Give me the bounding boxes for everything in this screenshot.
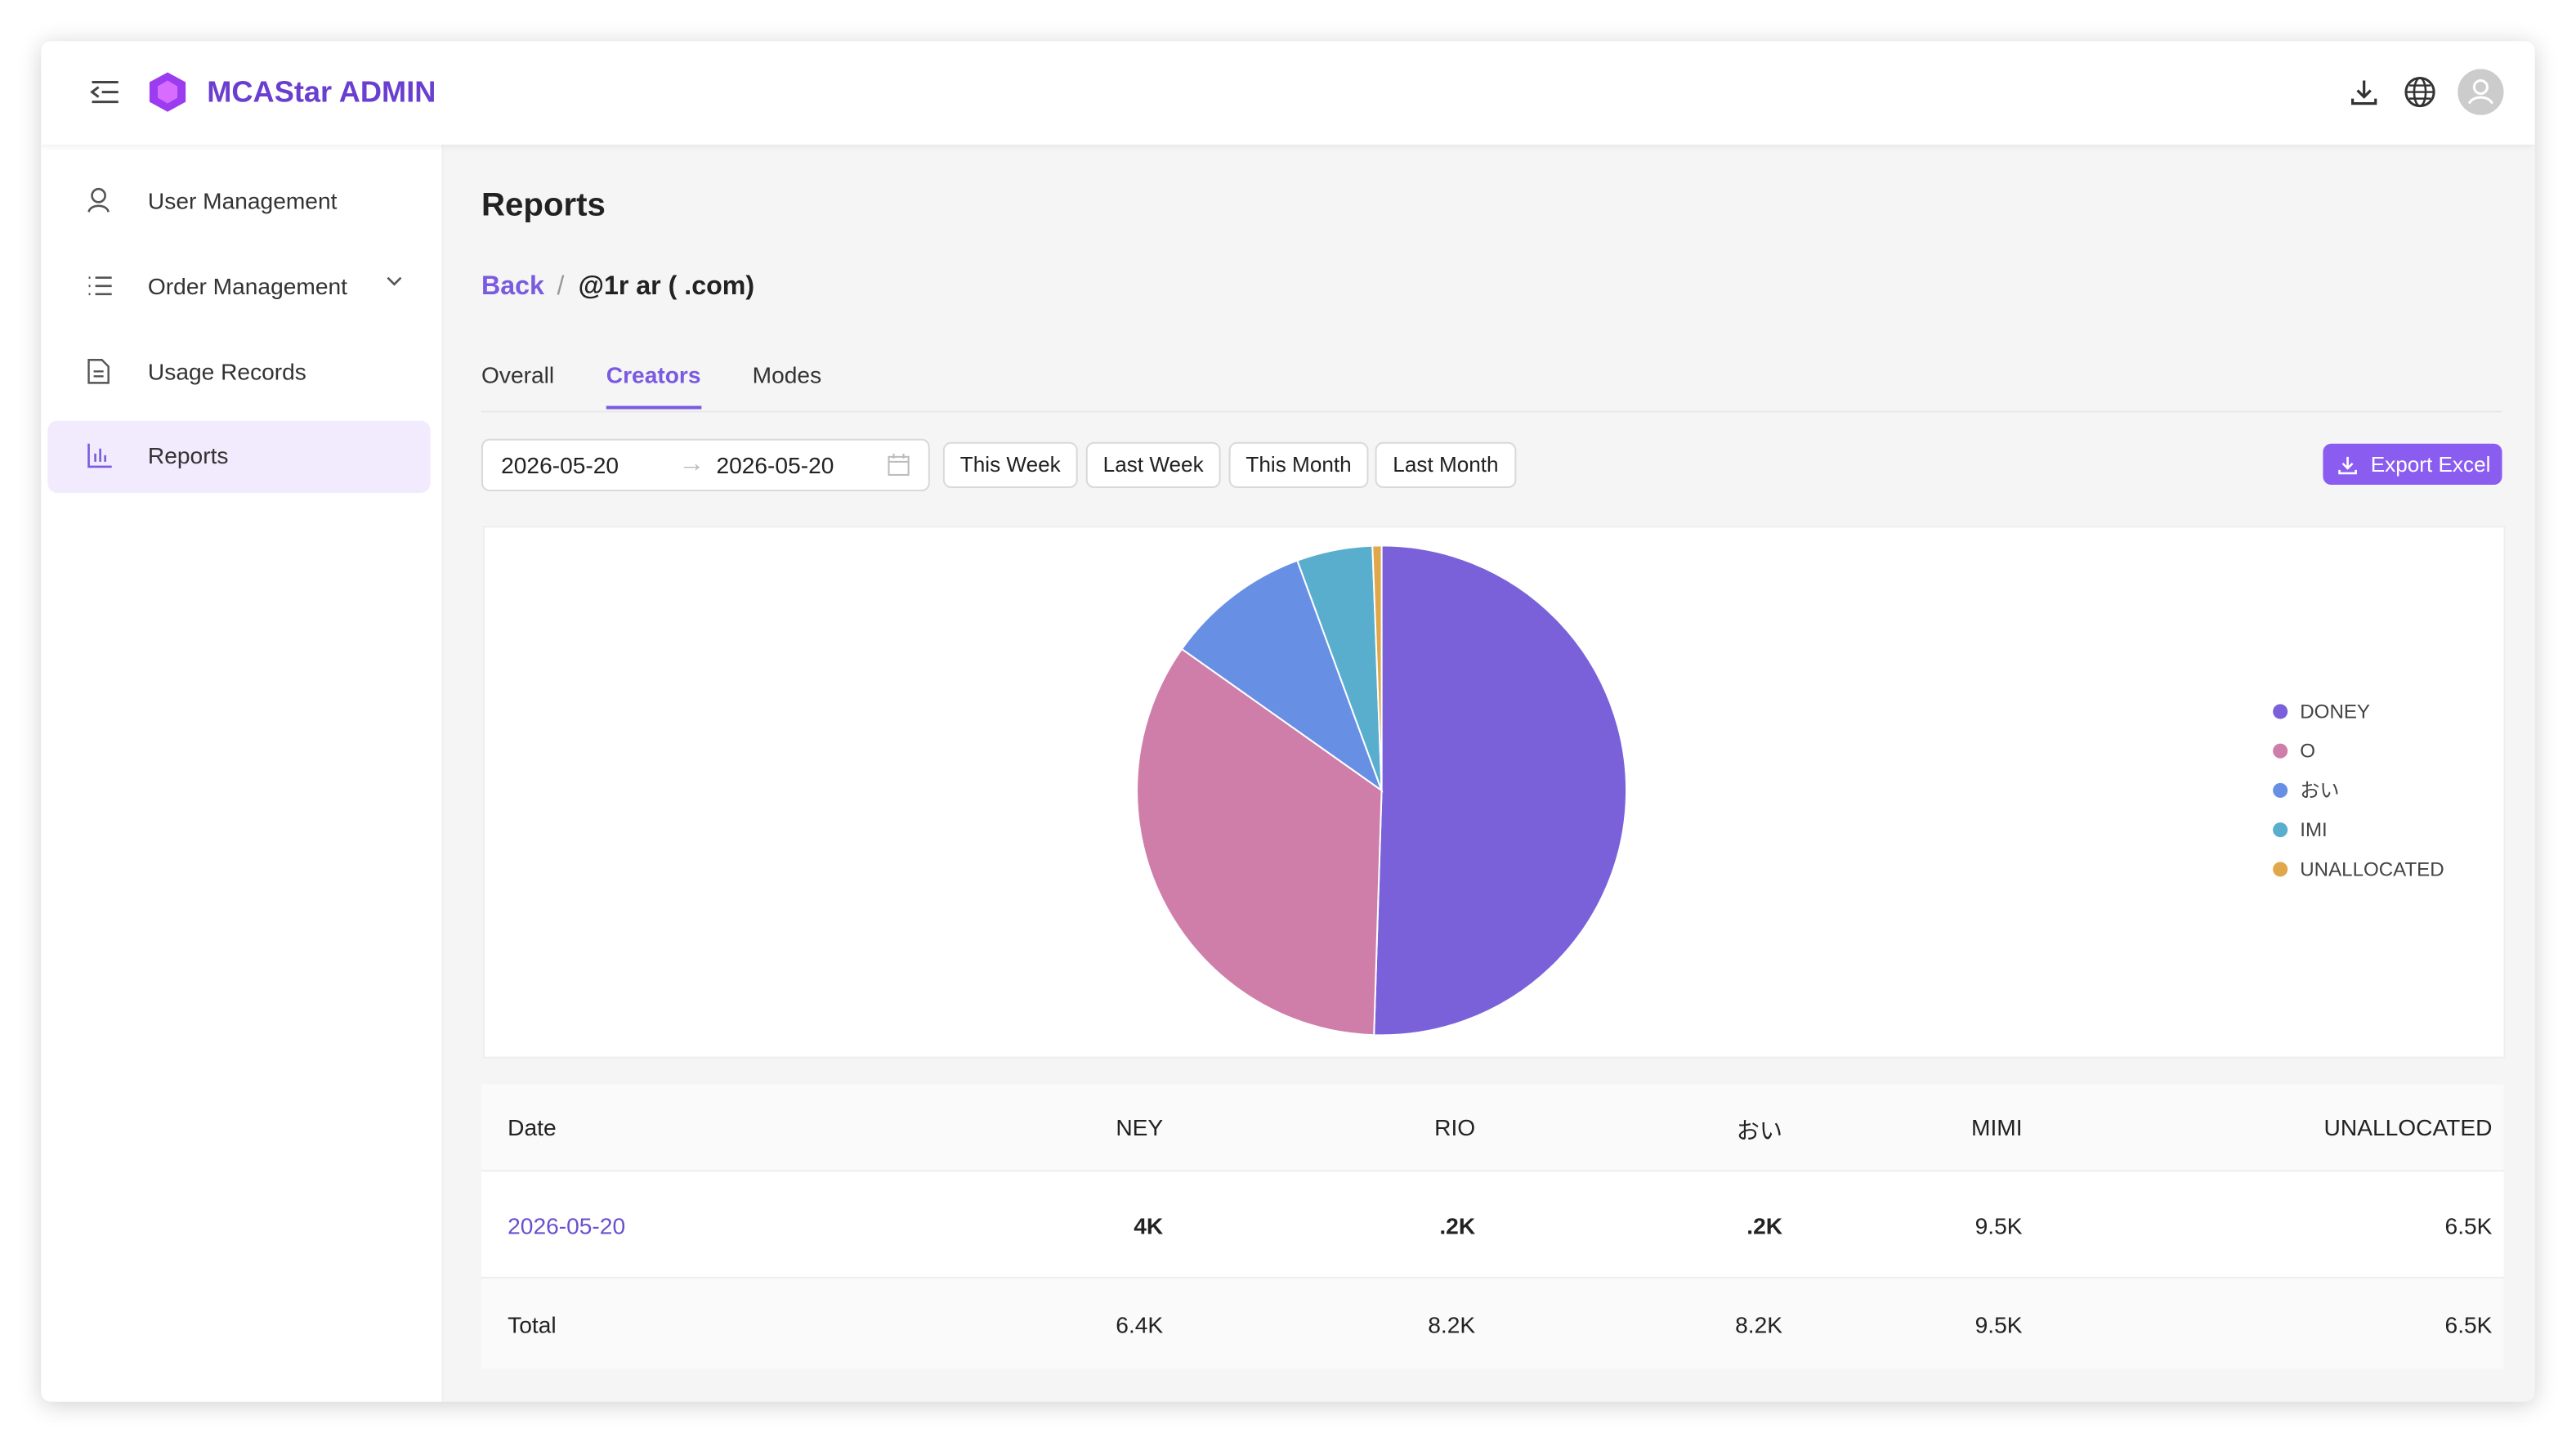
date-start: 2026-05-20 bbox=[501, 451, 619, 478]
column-header: NEY bbox=[1116, 1113, 1164, 1141]
arrow: → bbox=[678, 450, 705, 478]
sidebar: User Management Order Management Usage R… bbox=[41, 144, 444, 1402]
nav-label: User Management bbox=[147, 187, 338, 214]
date-range[interactable]: 2026-05-20 → 2026-05-20 bbox=[481, 438, 930, 492]
nav-item[interactable]: User Management bbox=[47, 166, 430, 235]
menu-icon[interactable] bbox=[90, 78, 120, 105]
pie-slice bbox=[1180, 559, 1384, 793]
export-button[interactable]: Export Excel bbox=[2323, 443, 2502, 486]
total-row bbox=[481, 1276, 2504, 1369]
row-label: 2026-05-20 bbox=[508, 1212, 626, 1239]
legend-dot bbox=[2273, 822, 2288, 838]
pie-slice bbox=[1371, 544, 1383, 790]
legend-dot bbox=[2273, 743, 2288, 759]
logo bbox=[149, 72, 186, 112]
nav-item[interactable]: Usage Records bbox=[47, 337, 430, 405]
avatar[interactable] bbox=[2457, 69, 2504, 115]
export-label: Export Excel bbox=[2370, 451, 2491, 477]
table-cell: 9.5K bbox=[1974, 1311, 2023, 1338]
table-cell: 8.2K bbox=[1735, 1311, 1783, 1338]
table-cell: .2K bbox=[1746, 1212, 1783, 1239]
table-header bbox=[481, 1084, 2504, 1172]
tab-underline bbox=[606, 405, 702, 410]
legend-label: おい bbox=[2300, 780, 2339, 802]
tab-divider bbox=[481, 410, 2502, 413]
legend-dot bbox=[2273, 704, 2288, 719]
window: MCAStar ADMIN User Management Order Mana… bbox=[41, 41, 2535, 1402]
pie-chart: DONEY O おい IMI UNALLOCATED bbox=[1136, 544, 2444, 1037]
column-header: UNALLOCATED bbox=[2323, 1113, 2493, 1141]
date-end: 2026-05-20 bbox=[716, 451, 834, 478]
legend-dot bbox=[2273, 782, 2288, 798]
legend-label: IMI bbox=[2300, 819, 2327, 841]
column-header: MIMI bbox=[1971, 1113, 2023, 1141]
range-button[interactable]: This Month bbox=[1228, 441, 1369, 489]
back-link[interactable]: Back bbox=[481, 272, 544, 301]
nav-label: Order Management bbox=[147, 272, 347, 299]
column-header: おい bbox=[1736, 1117, 1783, 1144]
account: @1r ar ( .com) bbox=[578, 272, 755, 301]
page-title: Reports bbox=[481, 187, 606, 224]
table-cell: 8.2K bbox=[1428, 1311, 1476, 1338]
nav-item-active[interactable]: Reports bbox=[47, 420, 431, 494]
table: Date NEY RIO おい MIMI UNALLOCATED 2026-05-20 4K.… bbox=[481, 1084, 2504, 1369]
table-cell: 4K bbox=[1134, 1212, 1164, 1239]
pie-slice bbox=[1136, 647, 1383, 1037]
range-button[interactable]: Last Week bbox=[1085, 441, 1221, 489]
range-button[interactable]: This Week bbox=[942, 441, 1078, 489]
range-button[interactable]: Last Month bbox=[1375, 441, 1517, 489]
table-cell: 6.4K bbox=[1116, 1311, 1164, 1338]
nav-label: Usage Records bbox=[147, 358, 306, 385]
column-header: RIO bbox=[1434, 1113, 1476, 1141]
nav-label: Reports bbox=[147, 441, 229, 468]
legend-label: DONEY bbox=[2300, 701, 2370, 723]
top-bar: MCAStar ADMIN bbox=[41, 41, 2535, 145]
pie-slice bbox=[1373, 544, 1628, 1037]
table-cell: .2K bbox=[1439, 1212, 1476, 1239]
legend-label: O bbox=[2300, 741, 2315, 763]
legend-dot bbox=[2273, 862, 2288, 877]
chart-card: DONEY O おい IMI UNALLOCATED bbox=[482, 526, 2506, 1059]
table-cell: 6.5K bbox=[2444, 1212, 2493, 1239]
brand: MCAStar ADMIN bbox=[207, 75, 436, 109]
row-label: Total bbox=[508, 1311, 557, 1338]
legend-label: UNALLOCATED bbox=[2300, 858, 2444, 880]
tab[interactable]: Overall bbox=[481, 361, 555, 388]
separator: / bbox=[557, 272, 565, 301]
download-icon[interactable] bbox=[2350, 77, 2379, 106]
table-cell: 6.5K bbox=[2444, 1311, 2493, 1338]
column-header: Date bbox=[508, 1113, 557, 1141]
nav-item[interactable]: Order Management bbox=[47, 252, 430, 320]
tab-active[interactable]: Creators bbox=[606, 361, 701, 388]
calendar-icon bbox=[888, 453, 910, 476]
tab[interactable]: Modes bbox=[752, 361, 822, 388]
language-icon[interactable] bbox=[2404, 75, 2436, 108]
table-cell: 9.5K bbox=[1974, 1212, 2023, 1239]
